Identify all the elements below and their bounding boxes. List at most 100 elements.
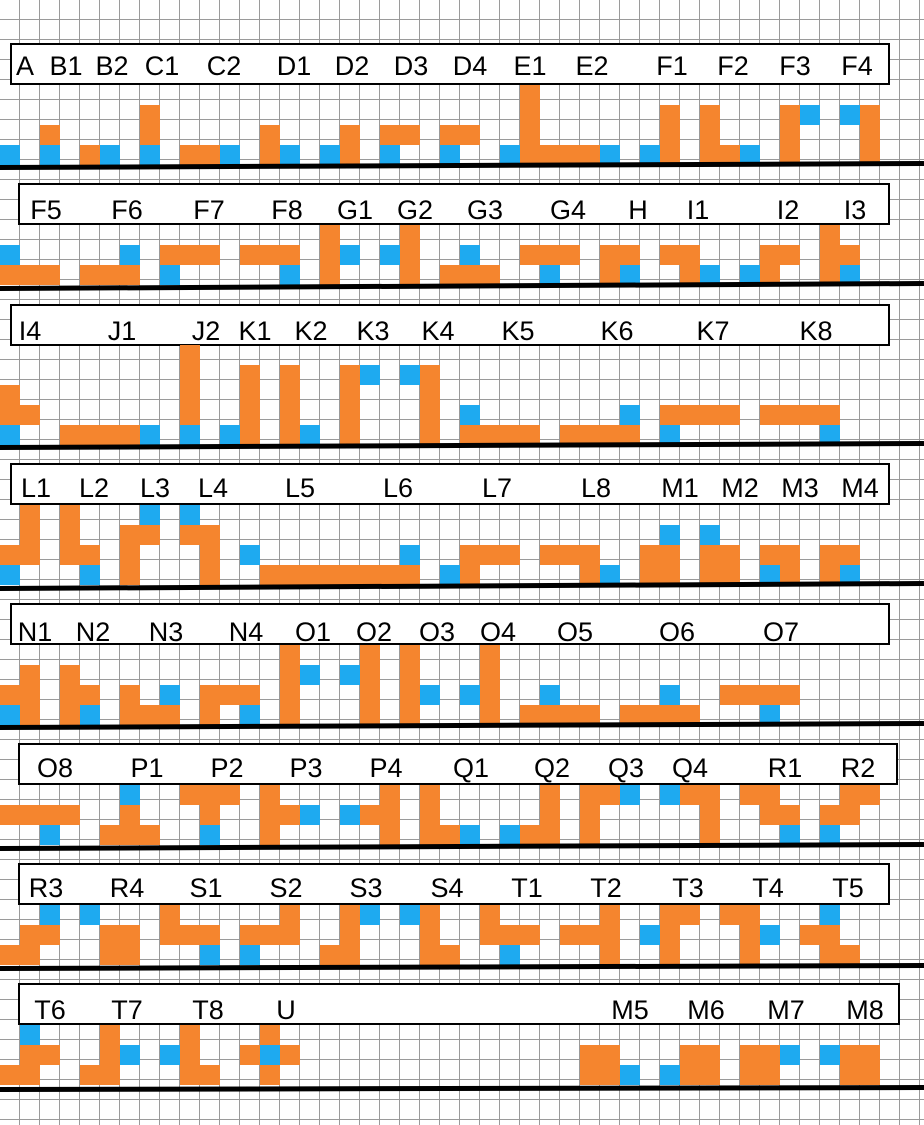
orange-cell [360, 565, 380, 585]
tile-label: N3 [148, 617, 184, 647]
blue-cell [0, 145, 20, 165]
orange-cell [280, 905, 300, 925]
orange-cell [140, 525, 160, 545]
orange-cell [480, 265, 500, 285]
orange-cell [280, 805, 300, 825]
orange-cell [20, 925, 40, 945]
orange-cell [760, 405, 780, 425]
orange-cell [320, 265, 340, 285]
orange-cell [740, 905, 760, 925]
orange-cell [420, 905, 440, 925]
orange-cell [420, 825, 440, 845]
orange-cell [340, 945, 360, 965]
orange-cell [200, 1065, 220, 1085]
orange-cell [280, 645, 300, 665]
orange-cell [240, 405, 260, 425]
tile-label: M1 [661, 473, 699, 503]
orange-cell [760, 1065, 780, 1085]
blue-cell [200, 945, 220, 965]
blue-cell [120, 785, 140, 805]
orange-cell [60, 525, 80, 545]
tile-label: O6 [658, 617, 696, 647]
tile-label: E2 [575, 51, 609, 81]
orange-cell [420, 785, 440, 805]
blue-cell [840, 565, 860, 585]
orange-cell [620, 705, 640, 725]
orange-cell [800, 405, 820, 425]
orange-cell [660, 245, 680, 265]
orange-cell [120, 705, 140, 725]
blue-cell [40, 825, 60, 845]
blue-cell [440, 565, 460, 585]
blue-cell [160, 265, 180, 285]
orange-cell [860, 1045, 880, 1065]
orange-cell [260, 1025, 280, 1045]
blue-cell [800, 105, 820, 125]
orange-cell [460, 545, 480, 565]
orange-cell [360, 805, 380, 825]
blue-cell [760, 565, 780, 585]
orange-cell [560, 545, 580, 565]
orange-cell [780, 245, 800, 265]
orange-cell [180, 245, 200, 265]
orange-cell [100, 945, 120, 965]
tile-label: L3 [139, 473, 171, 503]
baseline [0, 1084, 924, 1092]
orange-cell [300, 565, 320, 585]
orange-cell [320, 565, 340, 585]
tile-label: P4 [369, 753, 403, 783]
orange-cell [200, 525, 220, 545]
orange-cell [680, 405, 700, 425]
orange-cell [700, 145, 720, 165]
orange-cell [740, 1045, 760, 1065]
orange-cell [420, 945, 440, 965]
label-strip-8 [18, 983, 900, 1025]
tile-label: L5 [284, 473, 316, 503]
orange-cell [400, 705, 420, 725]
tile-label: O2 [355, 617, 393, 647]
orange-cell [380, 785, 400, 805]
tile-label: Q2 [533, 753, 571, 783]
blue-cell [360, 365, 380, 385]
blue-cell [20, 1025, 40, 1045]
blue-cell [240, 945, 260, 965]
orange-cell [720, 685, 740, 705]
orange-cell [80, 1065, 100, 1085]
orange-cell [200, 685, 220, 705]
blue-cell [140, 425, 160, 445]
tile-label: O8 [36, 753, 74, 783]
tile-label: K2 [294, 316, 328, 346]
orange-cell [400, 265, 420, 285]
tile-label: D2 [334, 51, 370, 81]
orange-cell [780, 685, 800, 705]
orange-cell [260, 145, 280, 165]
orange-cell [180, 925, 200, 945]
orange-cell [560, 705, 580, 725]
blue-cell [820, 825, 840, 845]
blue-cell [700, 525, 720, 545]
orange-cell [740, 1065, 760, 1085]
orange-cell [280, 705, 300, 725]
blue-cell [620, 1065, 640, 1085]
orange-cell [280, 405, 300, 425]
tile-label: T8 [192, 995, 224, 1025]
orange-cell [260, 805, 280, 825]
tile-label: T3 [672, 873, 704, 903]
orange-cell [560, 145, 580, 165]
tile-label: M4 [841, 473, 879, 503]
orange-cell [660, 105, 680, 125]
orange-cell [760, 265, 780, 285]
orange-cell [600, 265, 620, 285]
tile-label: F7 [193, 195, 225, 225]
orange-cell [840, 945, 860, 965]
orange-cell [680, 245, 700, 265]
orange-cell [180, 405, 200, 425]
blue-cell [380, 245, 400, 265]
tile-label: D4 [452, 51, 488, 81]
orange-cell [60, 705, 80, 725]
orange-cell [760, 1045, 780, 1065]
orange-cell [180, 1025, 200, 1045]
tile-label: P1 [130, 753, 164, 783]
orange-cell [740, 945, 760, 965]
